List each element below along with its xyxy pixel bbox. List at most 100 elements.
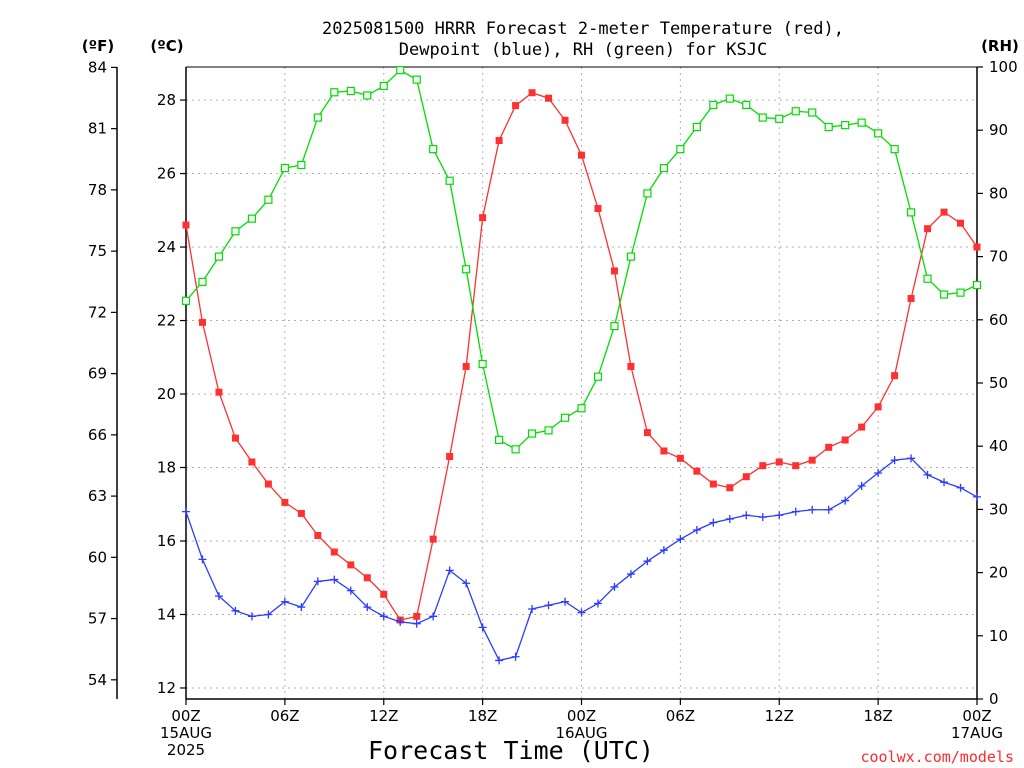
dewpoint-point	[676, 535, 685, 544]
dewpoint-point	[379, 612, 388, 621]
dewpoint-point	[561, 597, 570, 606]
rh-point	[906, 208, 916, 217]
fahrenheit-tick-label: 57	[88, 610, 107, 628]
celsius-tick-label: 28	[157, 91, 176, 109]
dewpoint-point	[923, 470, 932, 479]
dewpoint-point	[462, 579, 471, 588]
celsius-tick-label: 26	[157, 165, 176, 183]
rh-tick-label: 90	[989, 121, 1008, 139]
dewpoint-point	[808, 505, 817, 514]
rh-point	[297, 160, 306, 170]
temperature-point	[841, 436, 849, 444]
dewpoint-point	[396, 617, 405, 626]
dewpoint-point	[495, 656, 504, 665]
axes	[111, 66, 983, 705]
rh-point	[544, 426, 553, 435]
rh-point	[412, 75, 421, 84]
unit-label-fahrenheit: (ºF)	[82, 37, 114, 55]
dewpoint-point	[956, 483, 965, 492]
temperature-point	[759, 462, 767, 470]
temperature-point	[264, 480, 272, 488]
temperature-point	[363, 574, 371, 582]
dewpoint-point	[643, 557, 652, 566]
fahrenheit-tick-label: 81	[88, 120, 107, 138]
temperature-point	[940, 208, 948, 216]
dewpoint-point	[775, 511, 784, 520]
temperature-point	[874, 403, 882, 411]
temperature-point	[198, 318, 206, 326]
rh-point	[626, 252, 636, 261]
fahrenheit-tick-label: 60	[88, 548, 107, 566]
temperature-point	[693, 467, 701, 475]
rh-tick-label: 50	[989, 374, 1008, 392]
dewpoint-point	[214, 592, 223, 601]
time-tick-label: 06Z	[666, 707, 695, 725]
temperature-point	[858, 423, 866, 431]
rh-point	[181, 296, 191, 305]
temperature-point	[578, 151, 585, 159]
time-tick-label: 00Z	[567, 707, 596, 725]
dewpoint-point	[544, 601, 553, 610]
time-tick-label: 18Z	[468, 707, 497, 725]
rh-point	[692, 122, 701, 132]
dewpoint-point	[907, 454, 916, 463]
dewpoint-point	[511, 652, 520, 661]
rh-point	[808, 108, 817, 117]
dewpoint-point	[346, 586, 355, 595]
series-temperature	[182, 89, 981, 624]
time-tick-label: 2025	[167, 741, 205, 759]
rh-tick-label: 80	[989, 184, 1008, 202]
rh-point	[923, 274, 932, 283]
dewpoint-point	[610, 582, 619, 591]
rh-point	[330, 88, 339, 97]
rh-point	[346, 86, 355, 96]
dewpoint-point	[577, 608, 586, 617]
series-rh	[181, 66, 982, 454]
chart-title-line-1: 2025081500 HRRR Forecast 2-meter Tempera…	[322, 19, 844, 39]
rh-point	[462, 265, 471, 274]
temperature-point	[775, 458, 783, 466]
dewpoint-point	[280, 597, 289, 606]
dewpoint-point	[363, 603, 372, 612]
dewpoint-point	[692, 525, 701, 534]
temperature-point	[330, 548, 338, 556]
rh-tick-label: 30	[989, 500, 1008, 518]
fahrenheit-tick-label: 75	[88, 242, 107, 260]
series-layer	[181, 66, 982, 665]
dewpoint-point	[247, 612, 256, 621]
rh-point	[824, 122, 833, 132]
temperature-point	[281, 498, 289, 506]
rh-point	[478, 359, 487, 369]
fahrenheit-tick-label: 69	[88, 365, 107, 383]
rh-point	[280, 164, 289, 173]
celsius-tick-label: 20	[157, 385, 176, 403]
rh-point	[495, 435, 504, 444]
temperature-point	[709, 480, 717, 488]
dewpoint-point	[709, 518, 718, 527]
rh-point	[659, 164, 668, 173]
unit-label-rh: (RH)	[981, 37, 1019, 55]
dewpoint-point	[659, 546, 668, 555]
rh-point	[939, 290, 949, 299]
temperature-point	[446, 452, 454, 460]
dewpoint-point	[626, 570, 635, 579]
time-tick-label: 16AUG	[556, 724, 608, 742]
fahrenheit-tick-label: 72	[88, 303, 107, 321]
time-tick-label: 12Z	[369, 707, 398, 725]
rh-tick-label: 0	[989, 690, 999, 708]
temperature-point	[248, 458, 256, 466]
temperature-point	[495, 136, 503, 144]
dewpoint-point	[824, 505, 833, 514]
temperature-point	[742, 473, 750, 481]
temperature-point	[627, 362, 635, 370]
dewpoint-point	[973, 492, 981, 501]
rh-tick-label: 40	[989, 437, 1008, 455]
series-dewpoint	[182, 454, 981, 665]
dewpoint-point	[791, 507, 800, 516]
temperature-point	[347, 561, 355, 569]
rh-point	[593, 372, 603, 381]
time-tick-label: 18Z	[863, 707, 892, 725]
rh-tick-label: 20	[989, 564, 1008, 582]
dewpoint-point	[313, 577, 322, 586]
